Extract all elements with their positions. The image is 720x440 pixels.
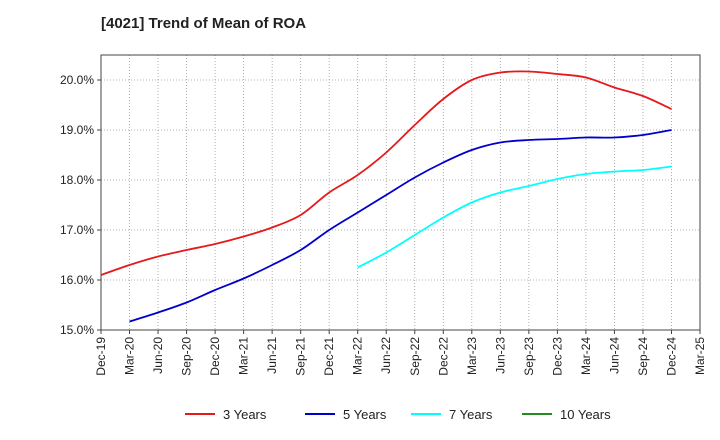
legend-label: 7 Years	[449, 407, 493, 422]
x-tick-label: Sep-24	[636, 337, 650, 376]
x-tick-label: Dec-24	[664, 337, 678, 376]
x-tick-label: Mar-25	[693, 337, 707, 375]
y-tick-label: 19.0%	[60, 123, 94, 137]
x-tick-label: Jun-23	[493, 337, 507, 374]
legend-label: 3 Years	[223, 407, 267, 422]
x-tick-label: Jun-24	[607, 337, 621, 374]
x-tick-label: Jun-21	[265, 337, 279, 374]
x-tick-label: Sep-21	[294, 337, 308, 376]
x-tick-label: Mar-20	[123, 337, 137, 375]
x-tick-label: Sep-23	[522, 337, 536, 376]
x-tick-label: Dec-21	[322, 337, 336, 376]
y-tick-label: 17.0%	[60, 223, 94, 237]
x-tick-label: Dec-23	[550, 337, 564, 376]
x-tick-label: Dec-19	[94, 337, 108, 376]
x-tick-label: Sep-22	[408, 337, 422, 376]
chart-title: [4021] Trend of Mean of ROA	[101, 15, 307, 32]
x-tick-label: Jun-22	[379, 337, 393, 374]
y-tick-label: 18.0%	[60, 173, 94, 187]
x-tick-label: Sep-20	[180, 337, 194, 376]
x-tick-label: Mar-24	[579, 337, 593, 375]
y-tick-label: 16.0%	[60, 273, 94, 287]
legend-label: 5 Years	[343, 407, 387, 422]
x-tick-label: Dec-22	[436, 337, 450, 376]
series-line-5-years	[129, 129, 672, 323]
series-line-3-years	[100, 70, 672, 276]
y-tick-label: 15.0%	[60, 323, 94, 337]
x-tick-label: Dec-20	[208, 337, 222, 376]
x-tick-label: Mar-23	[465, 337, 479, 375]
x-tick-label: Jun-20	[151, 337, 165, 374]
series-line-7-years	[357, 165, 672, 269]
legend-label: 10 Years	[560, 407, 611, 422]
y-tick-label: 20.0%	[60, 73, 94, 87]
x-tick-label: Mar-21	[237, 337, 251, 375]
x-tick-label: Mar-22	[351, 337, 365, 375]
plot-frame	[100, 54, 701, 331]
